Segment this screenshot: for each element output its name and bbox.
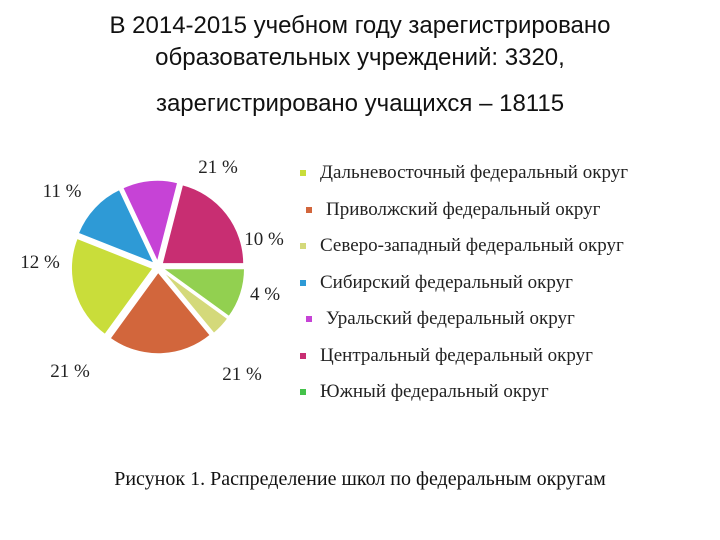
legend-label: Приволжский федеральный округ — [326, 198, 601, 220]
slice-label-4: 21 % — [50, 361, 90, 382]
legend-swatch — [306, 206, 312, 213]
slice-label-6: 11 % — [43, 181, 82, 202]
slice-label-1: 10 % — [244, 229, 284, 250]
figure-caption: Рисунок 1. Распределение школ по федерал… — [114, 468, 606, 490]
slice-label-5: 12 % — [20, 252, 60, 273]
legend-label: Уральский федеральный округ — [326, 308, 575, 329]
pie-slice-1 — [160, 267, 246, 318]
legend-label: Дальневосточный федеральный округ — [320, 162, 628, 183]
pie-slice-3 — [108, 270, 212, 355]
legend-label: Южный федеральный округ — [320, 381, 549, 402]
pie-chart: 10 % 4 % 21 % 21 % 12 % 11 % 21 % — [20, 157, 284, 385]
legend-item-6: Центральный федеральный округ — [300, 341, 710, 371]
legend-item-5: Уральский федеральный округ — [306, 304, 716, 334]
legend-item-4: Сибирский федеральный округ — [300, 268, 710, 298]
title-line-1: В 2014-2015 учебном году зарегистрирован… — [109, 12, 611, 39]
legend-label: Центральный федеральный округ — [320, 344, 593, 366]
pie-slice-2 — [161, 269, 230, 335]
title-line-2: образовательных учреждений: 3320, — [155, 44, 565, 71]
legend-swatch — [300, 243, 306, 249]
chart-legend: Дальневосточный федеральный округ Приволж… — [300, 158, 710, 414]
legend-swatch — [300, 352, 306, 359]
slice-label-3: 21 % — [222, 364, 262, 385]
slice-label-7: 21 % — [198, 157, 238, 178]
legend-swatch — [300, 389, 306, 395]
legend-label: Северо-западный федеральный округ — [320, 235, 624, 256]
legend-item-2: Приволжский федеральный округ — [306, 195, 716, 225]
slice-label-2: 4 % — [250, 284, 280, 305]
pie-slice-5 — [77, 188, 156, 265]
legend-label: Сибирский федеральный округ — [320, 271, 573, 293]
legend-item-3: Северо-западный федеральный округ — [300, 231, 710, 261]
legend-swatch — [300, 170, 306, 176]
legend-item-1: Дальневосточный федеральный округ — [300, 158, 710, 188]
pie-slice-6 — [121, 179, 179, 265]
pie-slice-4 — [70, 237, 155, 336]
title-line-3: зарегистрировано учащихся – 18115 — [155, 90, 565, 117]
legend-swatch — [300, 279, 306, 286]
legend-item-7: Южный федеральный округ — [300, 377, 710, 407]
legend-swatch — [306, 316, 312, 322]
pie-slice-7 — [160, 183, 245, 265]
